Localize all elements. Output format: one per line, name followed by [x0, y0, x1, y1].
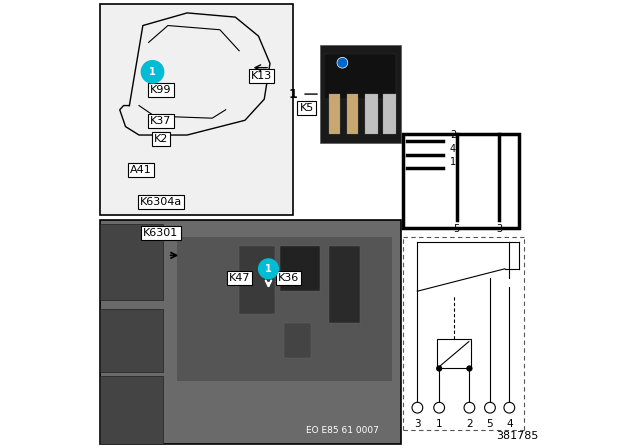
Text: 381785: 381785 — [496, 431, 538, 441]
Bar — [320, 45, 401, 143]
Text: EO E85 61 0007: EO E85 61 0007 — [306, 426, 379, 435]
Text: 1: 1 — [149, 67, 156, 77]
Bar — [438, 340, 471, 368]
Bar — [284, 323, 311, 358]
Text: 2: 2 — [450, 130, 456, 140]
Text: 4: 4 — [450, 144, 456, 154]
Text: K37: K37 — [150, 116, 172, 126]
Bar — [239, 246, 275, 314]
Text: K99: K99 — [150, 85, 172, 95]
Circle shape — [434, 402, 445, 413]
Bar — [100, 224, 163, 300]
Text: 1: 1 — [450, 157, 456, 167]
Text: 1: 1 — [265, 264, 272, 274]
Bar — [329, 94, 340, 134]
Bar — [100, 4, 293, 215]
Text: 2: 2 — [466, 419, 473, 429]
Circle shape — [464, 402, 475, 413]
Bar — [280, 246, 320, 291]
Text: 5: 5 — [486, 419, 493, 429]
Text: 3: 3 — [414, 419, 420, 429]
Bar — [383, 94, 396, 134]
Bar — [100, 376, 163, 444]
Text: 1: 1 — [289, 87, 298, 101]
Bar — [347, 94, 358, 134]
Text: K6301: K6301 — [143, 228, 179, 238]
Text: 5: 5 — [454, 224, 460, 234]
Text: K2: K2 — [154, 134, 168, 144]
Circle shape — [141, 60, 164, 83]
Bar — [329, 246, 360, 323]
Text: K13: K13 — [251, 71, 273, 81]
Text: K47: K47 — [228, 273, 250, 283]
Circle shape — [484, 402, 495, 413]
Circle shape — [436, 366, 442, 372]
Bar — [100, 220, 401, 444]
Bar — [365, 94, 378, 134]
Circle shape — [337, 57, 348, 68]
Text: K36: K36 — [278, 273, 300, 283]
Text: 4: 4 — [506, 419, 513, 429]
Text: 1: 1 — [436, 419, 442, 429]
Text: K5: K5 — [300, 103, 314, 112]
Text: K6304a: K6304a — [140, 197, 182, 207]
Circle shape — [467, 366, 472, 372]
Text: A41: A41 — [130, 165, 152, 175]
Circle shape — [259, 259, 278, 279]
Bar — [403, 134, 520, 228]
Bar — [324, 54, 396, 99]
Bar — [100, 309, 163, 372]
Circle shape — [412, 402, 423, 413]
Text: 3: 3 — [496, 224, 502, 234]
Bar — [177, 237, 392, 381]
Circle shape — [504, 402, 515, 413]
